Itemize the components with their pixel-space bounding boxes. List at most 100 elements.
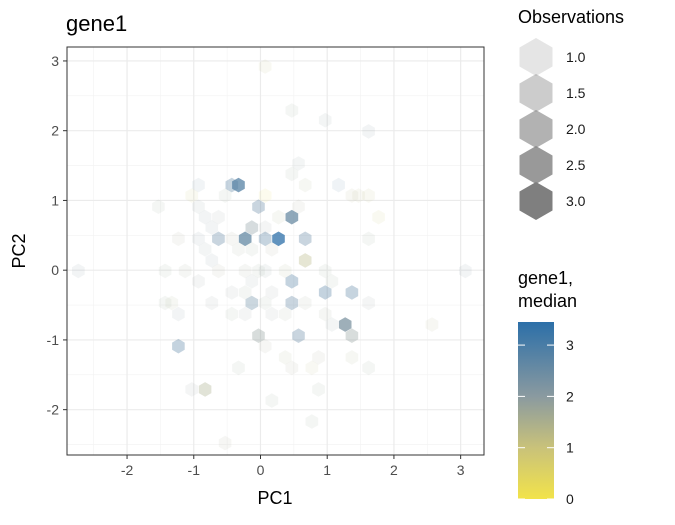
hexbin-cell — [332, 177, 345, 193]
hexbin-cell — [285, 274, 299, 289]
hexbin-cell — [298, 177, 312, 193]
hexbin-cell — [172, 338, 185, 354]
hexbin-cell — [218, 435, 232, 451]
hexbin-cell — [238, 306, 252, 322]
hexbin-cell — [298, 295, 312, 311]
hexbin-cell — [245, 274, 259, 289]
legend-observations-title: Observations — [518, 7, 624, 27]
legend-observations-hex — [519, 74, 553, 112]
hexbin-cell — [192, 274, 205, 289]
x-tick-label: 0 — [257, 462, 265, 478]
hexbin-cell — [152, 199, 165, 214]
hexbin-cell — [258, 295, 272, 311]
hexbin-cell — [198, 382, 212, 397]
x-tick-label: 3 — [457, 462, 465, 478]
colorbar-tick-label: 0 — [566, 491, 574, 507]
hexbin-cell — [292, 328, 305, 343]
legend-observations-hex — [519, 146, 553, 184]
hexbin-cell — [72, 263, 85, 279]
hexbin-cell — [238, 263, 252, 279]
hexbin-cell — [305, 360, 319, 376]
hexbin-cell — [212, 209, 225, 225]
y-tick-label: 3 — [51, 53, 59, 69]
hexbin-cell — [312, 350, 325, 365]
hexbin-cell — [225, 231, 239, 247]
hexbin-cell — [278, 263, 292, 279]
legend-observations-label: 1.0 — [566, 49, 586, 65]
hexbin-cell — [172, 306, 185, 322]
hexbin-cell — [298, 231, 312, 247]
chart-title: gene1 — [66, 11, 127, 36]
hexbin-cell — [232, 242, 245, 257]
hexbin-cell — [218, 188, 232, 203]
hexbin-cell — [258, 188, 272, 203]
colorbar — [518, 322, 554, 499]
hexbin-cell — [345, 188, 359, 203]
y-tick-label: -2 — [47, 402, 60, 418]
hexbin-cell — [258, 220, 272, 235]
hexbin-cell — [285, 166, 299, 182]
hexbin-cell — [362, 295, 375, 311]
hexbin-cell — [252, 328, 265, 343]
hexbin-cell — [178, 263, 192, 279]
hexbin-cell — [245, 295, 259, 311]
hexbin-cell — [285, 103, 299, 118]
hexbin-cell — [245, 220, 259, 235]
hexbin-cell — [318, 285, 332, 300]
hexbin-cell — [362, 188, 375, 203]
hexbin-cell — [372, 209, 385, 225]
hexbin-cell — [212, 231, 225, 247]
hexbin-cell — [292, 199, 305, 214]
x-tick-label: 2 — [390, 462, 398, 478]
hexbin-cell — [212, 263, 225, 279]
hexbin-cell — [252, 199, 265, 214]
legend-gene1-median: gene1, median 0 1 2 3 — [518, 268, 577, 507]
hexbin-cell — [225, 285, 239, 300]
hexbin-cell — [352, 188, 365, 203]
x-tick-label: -2 — [121, 462, 134, 478]
y-axis-title: PC2 — [9, 233, 29, 268]
hexbin-cell — [172, 231, 185, 247]
grid-major — [67, 47, 484, 455]
hexbin-cell — [238, 231, 252, 247]
hexbin-cell — [362, 124, 375, 139]
legend-observations: Observations 1.0 1.5 2.0 2.5 3.0 — [518, 7, 624, 220]
legend-observations-label: 3.0 — [566, 193, 586, 209]
hexbin-cell — [185, 188, 199, 203]
x-axis: -2 -1 0 1 2 3 — [121, 455, 465, 478]
y-tick-label: 0 — [51, 262, 59, 278]
hexbin-cell — [345, 328, 359, 343]
x-tick-label: -1 — [188, 462, 201, 478]
grid-minor — [67, 47, 484, 455]
hexbin-cell — [345, 350, 359, 365]
hexbin-cell — [292, 156, 305, 171]
hexbin-cell — [285, 209, 299, 225]
hexbin-cell — [318, 263, 332, 279]
hexbin-cell — [272, 209, 285, 225]
hexbin-cell — [362, 231, 375, 247]
hexbin-cell — [338, 317, 352, 332]
hexbin-cell — [345, 285, 359, 300]
hexbin-cell — [305, 414, 319, 429]
hexbin-cell — [232, 360, 245, 376]
colorbar-tick-label: 2 — [566, 388, 574, 404]
hexbin-cell — [225, 306, 239, 322]
hexbin-cell — [278, 350, 292, 365]
hexbin-cell — [312, 382, 325, 397]
legend-observations-label: 1.5 — [566, 85, 586, 101]
colorbar-tick-label: 3 — [566, 337, 574, 353]
hexbin-cell — [205, 295, 219, 311]
hexbin-cell — [258, 338, 272, 354]
hexbin-cell — [265, 393, 279, 408]
hexbin-cell — [252, 263, 265, 279]
hexbin-cell — [285, 295, 299, 311]
hexbin-cell — [198, 209, 212, 225]
legend-observations-hex — [519, 182, 553, 220]
hexbin-cell — [325, 274, 339, 289]
hexbin-cell — [278, 306, 292, 322]
y-tick-label: 2 — [51, 123, 59, 139]
legend-observations-hex — [519, 38, 553, 76]
hexbin-cell — [205, 220, 219, 235]
y-tick-label: 1 — [51, 192, 59, 208]
